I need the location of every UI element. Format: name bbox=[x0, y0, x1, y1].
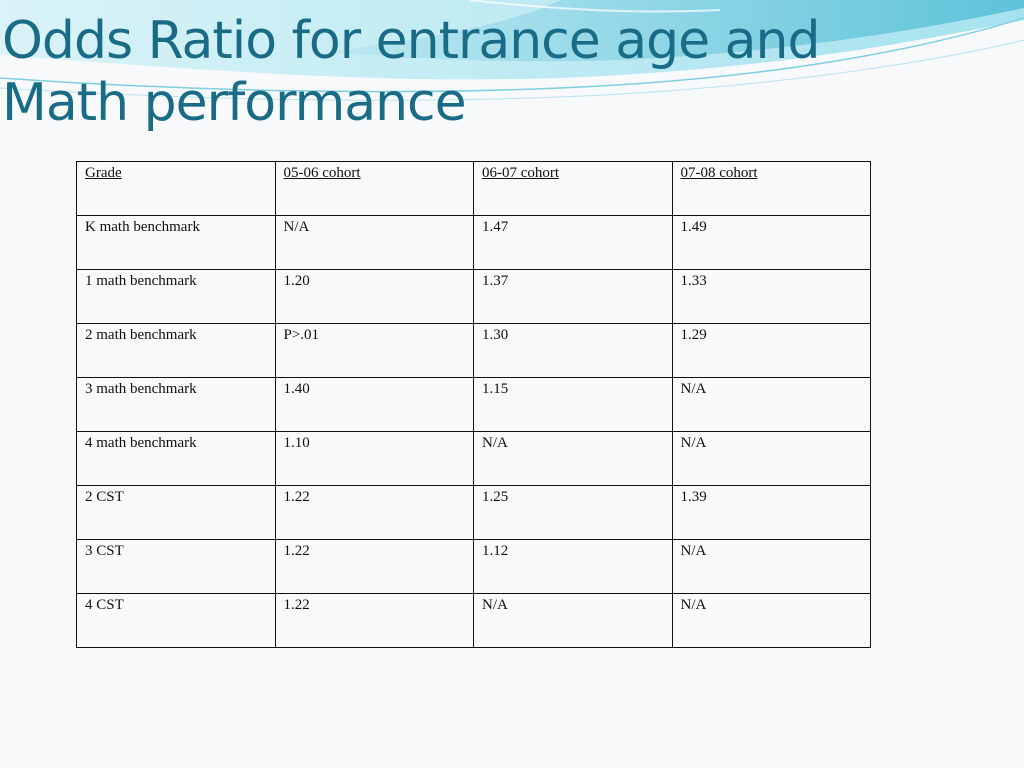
cohort-06-07-cell: 1.15 bbox=[473, 377, 673, 432]
cohort-06-07-cell: N/A bbox=[473, 593, 673, 648]
header-wave-decoration bbox=[0, 0, 1024, 101]
cohort-05-06-cell: P>.01 bbox=[274, 323, 474, 378]
slide-title-line-1: Odds Ratio for entrance age and bbox=[2, 11, 821, 71]
cohort-07-08-cell: N/A bbox=[671, 593, 871, 648]
table-row: 4 math benchmark 1.10 N/A N/A bbox=[76, 431, 871, 486]
grade-cell: 2 math benchmark bbox=[76, 323, 276, 378]
table-row: 2 math benchmark P>.01 1.30 1.29 bbox=[76, 323, 871, 378]
cohort-06-07-cell: N/A bbox=[473, 431, 673, 486]
table-row: 2 CST 1.22 1.25 1.39 bbox=[76, 485, 871, 540]
table-row: 1 math benchmark 1.20 1.37 1.33 bbox=[76, 269, 871, 324]
cohort-06-07-cell: 1.12 bbox=[473, 539, 673, 594]
slide-title: Odds Ratio for entrance age and Math per… bbox=[2, 10, 821, 134]
cohort-06-07-cell: 1.25 bbox=[473, 485, 673, 540]
cohort-06-07-cell: 1.37 bbox=[473, 269, 673, 324]
table-row: 3 CST 1.22 1.12 N/A bbox=[76, 539, 871, 594]
cohort-07-08-cell: 1.39 bbox=[671, 485, 871, 540]
odds-ratio-table: Grade 05-06 cohort 06-07 cohort 07-08 co… bbox=[76, 161, 871, 648]
grade-cell: K math benchmark bbox=[76, 215, 276, 270]
cohort-06-07-cell: 1.30 bbox=[473, 323, 673, 378]
grade-cell: 1 math benchmark bbox=[76, 269, 276, 324]
header-05-06-cohort: 05-06 cohort bbox=[274, 161, 474, 216]
cohort-05-06-cell: N/A bbox=[274, 215, 474, 270]
cohort-05-06-cell: 1.40 bbox=[274, 377, 474, 432]
header-06-07-cohort: 06-07 cohort bbox=[473, 161, 673, 216]
header-grade: Grade bbox=[76, 161, 276, 216]
grade-cell: 3 math benchmark bbox=[76, 377, 276, 432]
cohort-05-06-cell: 1.20 bbox=[274, 269, 474, 324]
cohort-05-06-cell: 1.10 bbox=[274, 431, 474, 486]
cohort-06-07-cell: 1.47 bbox=[473, 215, 673, 270]
grade-cell: 4 math benchmark bbox=[76, 431, 276, 486]
table-row: 4 CST 1.22 N/A N/A bbox=[76, 593, 871, 648]
cohort-07-08-cell: 1.49 bbox=[671, 215, 871, 270]
table-row: 3 math benchmark 1.40 1.15 N/A bbox=[76, 377, 871, 432]
cohort-05-06-cell: 1.22 bbox=[274, 593, 474, 648]
table-header-row: Grade 05-06 cohort 06-07 cohort 07-08 co… bbox=[76, 161, 871, 216]
grade-cell: 3 CST bbox=[76, 539, 276, 594]
table-row: K math benchmark N/A 1.47 1.49 bbox=[76, 215, 871, 270]
cohort-07-08-cell: N/A bbox=[671, 377, 871, 432]
cohort-07-08-cell: N/A bbox=[671, 431, 871, 486]
cohort-05-06-cell: 1.22 bbox=[274, 485, 474, 540]
cohort-07-08-cell: N/A bbox=[671, 539, 871, 594]
cohort-07-08-cell: 1.33 bbox=[671, 269, 871, 324]
slide-title-line-2: Math performance bbox=[2, 73, 467, 133]
cohort-07-08-cell: 1.29 bbox=[671, 323, 871, 378]
cohort-05-06-cell: 1.22 bbox=[274, 539, 474, 594]
grade-cell: 4 CST bbox=[76, 593, 276, 648]
header-07-08-cohort: 07-08 cohort bbox=[671, 161, 871, 216]
grade-cell: 2 CST bbox=[76, 485, 276, 540]
